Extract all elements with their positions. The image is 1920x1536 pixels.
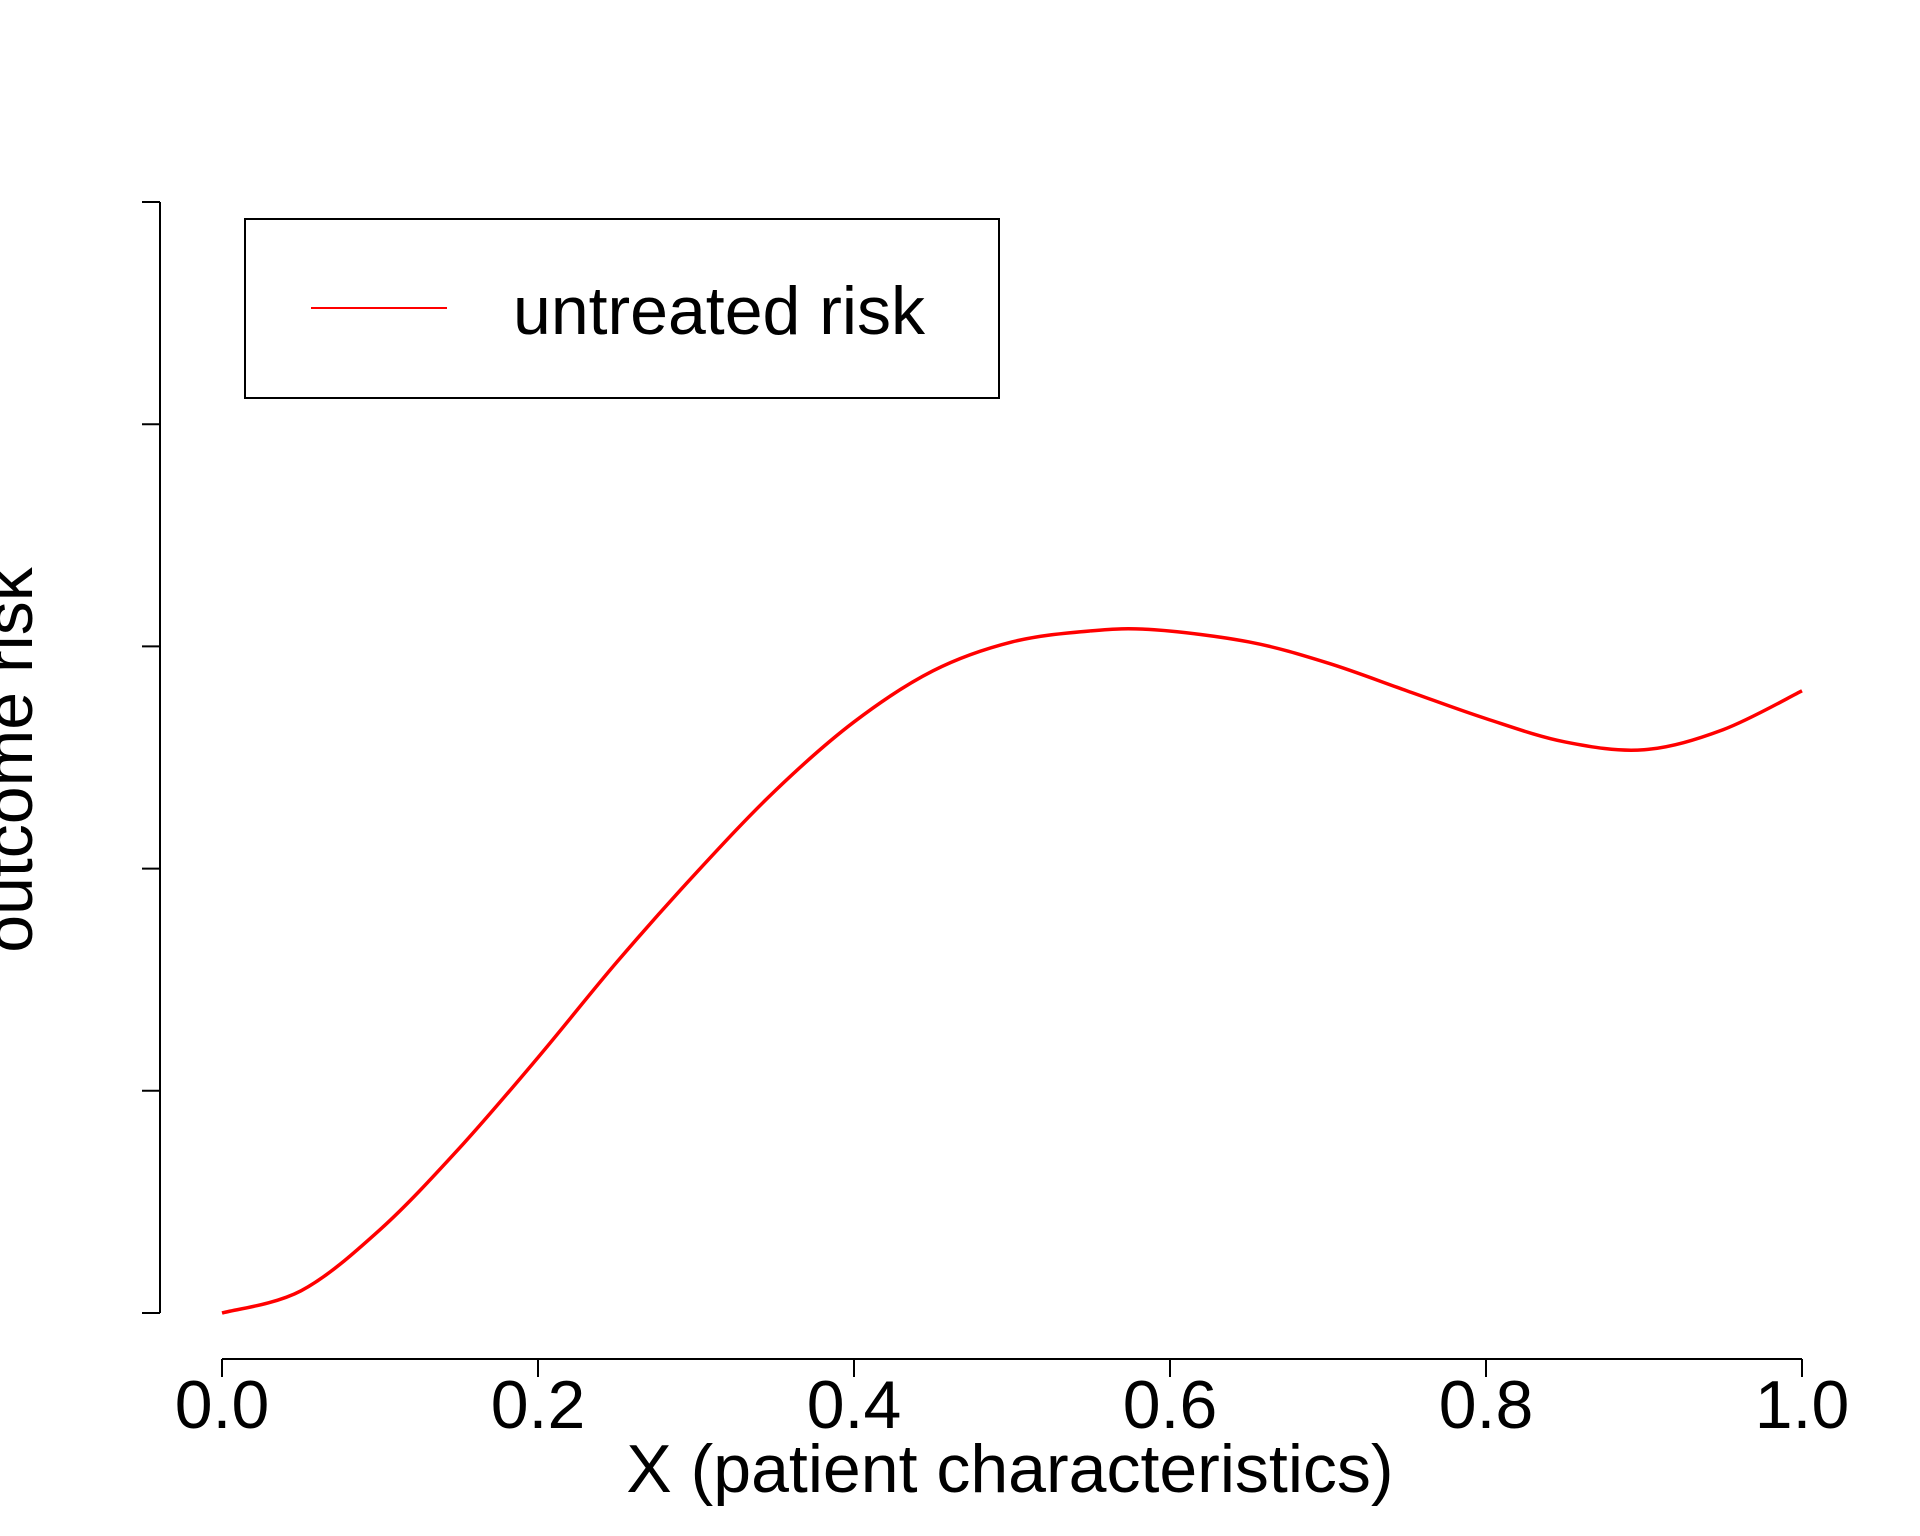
legend: untreated risk (244, 218, 1000, 399)
x-tick-label: 1.0 (1755, 1367, 1850, 1443)
series-layer (221, 626, 1803, 1315)
x-axis-title: X (patient characteristics) (626, 1431, 1393, 1507)
series-line-untreated-risk (221, 626, 1803, 1315)
y-axis-title: outcome risk (0, 566, 47, 952)
x-tick-label: 0.4 (807, 1367, 902, 1443)
x-tick-label: 0.8 (1439, 1367, 1534, 1443)
x-tick-label: 0.2 (491, 1367, 586, 1443)
y-axis (142, 201, 161, 1314)
legend-label-untreated-risk: untreated risk (513, 273, 926, 349)
x-axis: 0.0 0.2 0.4 0.6 0.8 1.0 (175, 1358, 1850, 1443)
x-tick-label: 0.6 (1123, 1367, 1218, 1443)
x-tick-label: 0.0 (175, 1367, 270, 1443)
